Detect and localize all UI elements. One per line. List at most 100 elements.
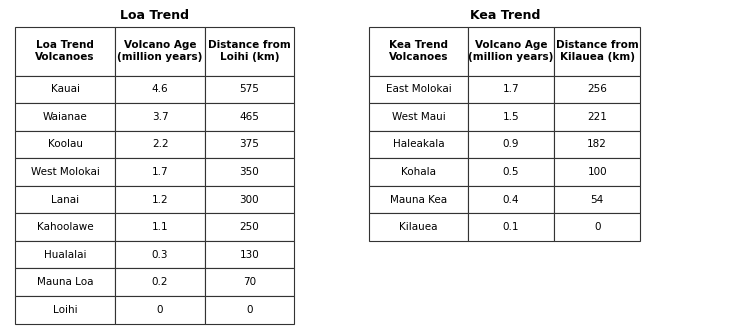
Bar	[369, 158, 468, 186]
Bar	[115, 241, 205, 268]
Text: Lanai: Lanai	[51, 195, 79, 205]
Text: 0: 0	[157, 305, 163, 315]
Bar	[115, 268, 205, 296]
Bar	[468, 131, 554, 158]
Bar	[554, 213, 640, 241]
Text: Koolau: Koolau	[48, 139, 83, 150]
Text: Kahoolawe: Kahoolawe	[37, 222, 94, 232]
Text: Volcano Age
(million years): Volcano Age (million years)	[469, 40, 553, 62]
Bar	[205, 186, 294, 213]
Text: Haleakala: Haleakala	[393, 139, 444, 150]
Bar	[15, 296, 115, 324]
Text: 1.7: 1.7	[503, 84, 519, 94]
Bar	[205, 76, 294, 103]
Text: Kea Trend: Kea Trend	[469, 9, 540, 22]
Bar	[115, 186, 205, 213]
Text: 0.4: 0.4	[503, 195, 519, 205]
Text: 1.2: 1.2	[152, 195, 168, 205]
Text: 0: 0	[246, 305, 252, 315]
Bar	[369, 103, 468, 131]
Text: Hualalai: Hualalai	[44, 250, 86, 260]
Text: 250: 250	[239, 222, 260, 232]
Bar	[15, 158, 115, 186]
Bar	[554, 76, 640, 103]
Text: East Molokai: East Molokai	[386, 84, 451, 94]
Text: Waianae: Waianae	[42, 112, 88, 122]
Bar	[369, 186, 468, 213]
Bar	[554, 27, 640, 76]
Text: 465: 465	[239, 112, 260, 122]
Bar	[205, 213, 294, 241]
Text: 2.2: 2.2	[152, 139, 168, 150]
Text: 256: 256	[587, 84, 607, 94]
Text: 0.5: 0.5	[503, 167, 519, 177]
Text: Kea Trend
Volcanoes: Kea Trend Volcanoes	[389, 40, 448, 62]
Text: Mauna Kea: Mauna Kea	[390, 195, 447, 205]
Bar	[369, 131, 468, 158]
Bar	[115, 76, 205, 103]
Bar	[15, 76, 115, 103]
Text: 54: 54	[591, 195, 604, 205]
Text: 1.7: 1.7	[152, 167, 168, 177]
Bar	[115, 296, 205, 324]
Bar	[205, 131, 294, 158]
Bar	[115, 103, 205, 131]
Bar	[468, 186, 554, 213]
Text: Loa Trend: Loa Trend	[120, 9, 189, 22]
Bar	[205, 103, 294, 131]
Bar	[15, 186, 115, 213]
Text: 1.5: 1.5	[503, 112, 519, 122]
Bar	[369, 213, 468, 241]
Text: 575: 575	[239, 84, 260, 94]
Bar	[468, 213, 554, 241]
Bar	[15, 103, 115, 131]
Text: Loihi: Loihi	[53, 305, 77, 315]
Text: 130: 130	[239, 250, 260, 260]
Bar	[205, 158, 294, 186]
Bar	[554, 158, 640, 186]
Bar	[115, 27, 205, 76]
Text: Kilauea: Kilauea	[399, 222, 438, 232]
Text: 0: 0	[594, 222, 600, 232]
Bar	[554, 103, 640, 131]
Bar	[468, 103, 554, 131]
Text: 3.7: 3.7	[152, 112, 168, 122]
Bar	[468, 27, 554, 76]
Text: 375: 375	[239, 139, 260, 150]
Text: 221: 221	[587, 112, 607, 122]
Bar	[468, 158, 554, 186]
Bar	[369, 27, 468, 76]
Bar	[115, 213, 205, 241]
Text: 4.6: 4.6	[152, 84, 168, 94]
Text: Kohala: Kohala	[401, 167, 436, 177]
Bar	[15, 241, 115, 268]
Bar	[205, 241, 294, 268]
Text: 70: 70	[243, 277, 256, 287]
Bar	[205, 268, 294, 296]
Bar	[15, 213, 115, 241]
Bar	[205, 27, 294, 76]
Text: 0.3: 0.3	[152, 250, 168, 260]
Bar	[205, 296, 294, 324]
Text: West Molokai: West Molokai	[31, 167, 99, 177]
Text: 0.1: 0.1	[503, 222, 519, 232]
Text: Distance from
Kilauea (km): Distance from Kilauea (km)	[556, 40, 639, 62]
Bar	[554, 131, 640, 158]
Text: 300: 300	[240, 195, 259, 205]
Text: Kauai: Kauai	[50, 84, 80, 94]
Text: West Maui: West Maui	[392, 112, 445, 122]
Text: 100: 100	[588, 167, 607, 177]
Bar	[115, 131, 205, 158]
Bar	[554, 186, 640, 213]
Text: 1.1: 1.1	[152, 222, 168, 232]
Text: Distance from
Loihi (km): Distance from Loihi (km)	[208, 40, 291, 62]
Bar	[115, 158, 205, 186]
Text: Loa Trend
Volcanoes: Loa Trend Volcanoes	[35, 40, 95, 62]
Bar	[15, 27, 115, 76]
Text: Volcano Age
(million years): Volcano Age (million years)	[118, 40, 202, 62]
Text: 0.9: 0.9	[503, 139, 519, 150]
Bar	[15, 131, 115, 158]
Bar	[369, 76, 468, 103]
Text: Mauna Loa: Mauna Loa	[37, 277, 94, 287]
Bar	[468, 76, 554, 103]
